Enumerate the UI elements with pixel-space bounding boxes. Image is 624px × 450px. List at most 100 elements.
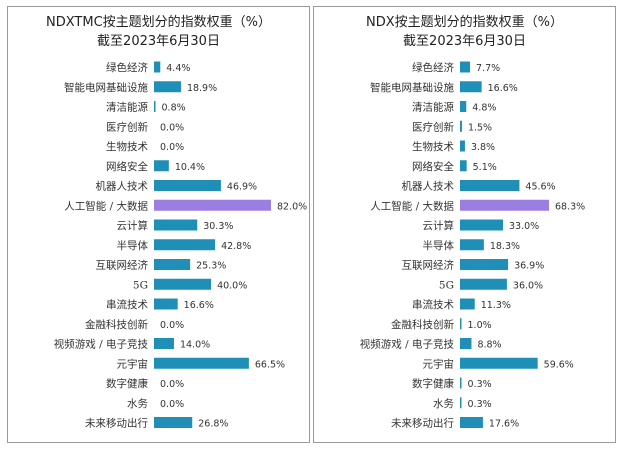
category-label: 绿色经济	[412, 61, 454, 74]
bar	[154, 81, 181, 93]
category-label: 网络安全	[106, 160, 148, 173]
bar	[154, 239, 216, 251]
bar	[460, 199, 549, 211]
value-label: 5.1%	[473, 162, 497, 173]
bar	[460, 140, 465, 152]
chart-title-line-1: NDX按主题划分的指数权重（%）	[366, 15, 563, 30]
category-label: 未来移动出行	[85, 417, 148, 430]
category-label: 5G	[133, 279, 148, 291]
value-label: 11.3%	[481, 300, 511, 311]
category-label: 水务	[127, 397, 148, 410]
category-label: 未来移动出行	[391, 417, 454, 430]
bar	[460, 259, 509, 270]
chart-title-line-2: 截至2023年6月30日	[97, 34, 220, 49]
value-label: 1.5%	[468, 122, 492, 133]
bar	[460, 81, 482, 93]
value-label: 66.5%	[255, 359, 285, 370]
value-label: 0.0%	[160, 142, 184, 153]
category-label: 互联网经济	[402, 259, 455, 272]
category-label: 元宇宙	[423, 357, 455, 370]
value-label: 46.9%	[227, 182, 257, 193]
category-label: 视频游戏 / 电子竞技	[360, 338, 455, 351]
bar	[154, 298, 178, 310]
value-label: 59.6%	[544, 359, 574, 370]
value-label: 1.0%	[468, 320, 492, 331]
value-label: 3.8%	[471, 142, 495, 153]
bar	[460, 377, 462, 389]
bar	[154, 357, 249, 369]
value-label: 10.4%	[175, 162, 205, 173]
bar	[154, 417, 193, 428]
bar	[154, 101, 156, 112]
category-label: 绿色经济	[106, 61, 148, 74]
value-label: 16.6%	[184, 300, 214, 311]
category-label: 元宇宙	[117, 357, 149, 370]
bar	[154, 278, 212, 290]
value-label: 7.7%	[476, 63, 500, 74]
bar	[154, 338, 174, 349]
value-label: 16.6%	[488, 83, 518, 94]
value-label: 14.0%	[180, 340, 210, 351]
bar	[460, 180, 520, 191]
bar	[460, 101, 467, 112]
bar	[460, 318, 462, 330]
ndx-chart-panel: NDX按主题划分的指数权重（%） 截至2023年6月30日 绿色经济 7.7% 智能…	[313, 6, 616, 443]
bar	[460, 160, 467, 172]
bar	[154, 160, 169, 172]
bar	[460, 278, 507, 290]
chart-title: NDXTMC按主题划分的指数权重（%） 截至2023年6月30日	[8, 13, 309, 51]
value-label: 68.3%	[555, 201, 585, 212]
category-label: 生物技术	[412, 140, 454, 153]
value-label: 8.8%	[477, 340, 501, 351]
bar	[460, 120, 462, 132]
category-label: 智能电网基础设施	[64, 81, 148, 94]
value-label: 0.0%	[160, 399, 184, 410]
value-label: 4.4%	[166, 63, 190, 74]
category-label: 清洁能源	[412, 101, 454, 114]
bar	[154, 61, 161, 73]
category-label: 金融科技创新	[85, 318, 148, 331]
category-label: 机器人技术	[96, 180, 149, 193]
category-label: 机器人技术	[402, 180, 455, 193]
category-label: 串流技术	[106, 298, 148, 311]
ndxtmc-bar-chart: 绿色经济 4.4% 智能电网基础设施 18.9% 清洁能源 0.8% 医疗创新 0.0% 生物技…	[54, 61, 307, 430]
value-label: 0.3%	[468, 379, 492, 390]
chart-title-line-2: 截至2023年6月30日	[403, 34, 526, 49]
value-label: 42.8%	[221, 241, 251, 252]
bar	[460, 239, 484, 251]
value-label: 0.3%	[468, 399, 492, 410]
category-label: 数字健康	[412, 377, 454, 390]
value-label: 0.8%	[162, 103, 186, 114]
value-label: 33.0%	[509, 221, 539, 232]
ndx-bar-chart: 绿色经济 7.7% 智能电网基础设施 16.6% 清洁能源 4.8% 医疗创新 1.5% 生物技…	[360, 61, 585, 430]
value-label: 18.3%	[490, 241, 520, 252]
category-label: 医疗创新	[106, 120, 148, 133]
category-label: 人工智能 / 大数据	[370, 199, 454, 212]
value-label: 30.3%	[203, 221, 233, 232]
category-label: 生物技术	[106, 140, 148, 153]
bar	[460, 397, 462, 409]
category-label: 串流技术	[412, 298, 454, 311]
category-label: 医疗创新	[412, 120, 454, 133]
category-label: 半导体	[423, 239, 455, 252]
category-label: 数字健康	[106, 377, 148, 390]
value-label: 45.6%	[525, 182, 555, 193]
chart-title: NDX按主题划分的指数权重（%） 截至2023年6月30日	[314, 13, 615, 51]
category-label: 人工智能 / 大数据	[64, 199, 148, 212]
category-label: 视频游戏 / 电子竞技	[54, 338, 149, 351]
value-label: 25.3%	[196, 261, 226, 272]
category-label: 水务	[433, 397, 454, 410]
category-label: 半导体	[117, 239, 149, 252]
bar	[154, 219, 198, 231]
bar	[460, 298, 475, 310]
value-label: 0.0%	[160, 122, 184, 133]
category-label: 智能电网基础设施	[370, 81, 454, 94]
value-label: 40.0%	[217, 280, 247, 291]
bar	[460, 417, 483, 428]
value-label: 17.6%	[489, 419, 519, 430]
category-label: 5G	[439, 279, 454, 291]
bar	[460, 357, 538, 369]
category-label: 互联网经济	[96, 259, 149, 272]
value-label: 36.9%	[514, 261, 544, 272]
value-label: 18.9%	[187, 83, 217, 94]
